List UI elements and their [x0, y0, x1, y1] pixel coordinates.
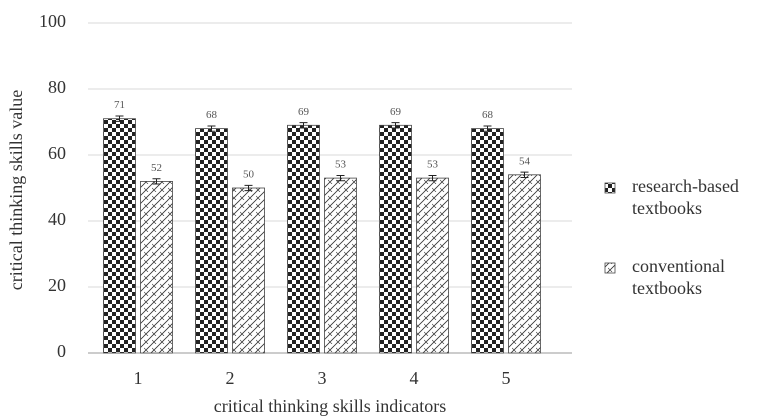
error-bar — [115, 115, 124, 122]
bar — [140, 180, 173, 354]
y-axis-label: critical thinking skills value — [6, 90, 26, 290]
value-label: 53 — [335, 159, 347, 171]
bar — [379, 124, 412, 354]
y-tick-label: 20 — [48, 275, 66, 295]
error-bar — [428, 174, 437, 182]
bar — [324, 177, 357, 354]
legend-line: textbooks — [632, 278, 702, 298]
x-tick-label: 2 — [226, 368, 235, 388]
bar — [508, 174, 541, 354]
bar — [287, 124, 320, 354]
y-tick-label: 40 — [48, 209, 66, 229]
legend-swatch — [604, 262, 616, 274]
value-label: 50 — [243, 169, 255, 181]
legend-line: textbooks — [632, 198, 702, 218]
x-tick-label: 3 — [318, 368, 327, 388]
x-tick-label: 1 — [134, 368, 143, 388]
legend-label: conventional textbooks — [632, 256, 725, 298]
bar — [471, 128, 504, 354]
value-label: 52 — [151, 162, 162, 174]
value-label: 54 — [519, 155, 531, 167]
legend-label: research-based textbooks — [632, 176, 739, 218]
error-bar — [391, 122, 400, 129]
value-label: 53 — [427, 159, 439, 171]
legend-line: research-based — [632, 176, 739, 196]
error-bar — [336, 174, 345, 182]
value-label: 69 — [298, 106, 310, 118]
value-label: 71 — [114, 99, 125, 111]
error-bar — [299, 122, 308, 129]
y-tick-label: 60 — [48, 143, 66, 163]
error-bar — [207, 125, 216, 132]
y-tick-label: 80 — [48, 77, 66, 97]
bar — [232, 187, 265, 354]
x-axis-label: critical thinking skills indicators — [214, 396, 446, 416]
value-label: 68 — [206, 109, 218, 121]
error-bar — [244, 184, 253, 192]
y-tick-label: 0 — [57, 341, 66, 361]
y-tick-label: 100 — [39, 11, 66, 31]
bar — [103, 118, 136, 354]
error-bar — [152, 178, 161, 185]
bar — [195, 128, 228, 354]
x-tick-label: 5 — [502, 368, 511, 388]
legend-line: conventional — [632, 256, 725, 276]
legend-swatch — [604, 182, 616, 194]
value-label: 69 — [390, 106, 402, 118]
bar — [416, 177, 449, 354]
value-label: 68 — [482, 109, 494, 121]
x-tick-label: 4 — [410, 368, 419, 388]
error-bar — [520, 171, 529, 178]
error-bar — [483, 125, 492, 132]
